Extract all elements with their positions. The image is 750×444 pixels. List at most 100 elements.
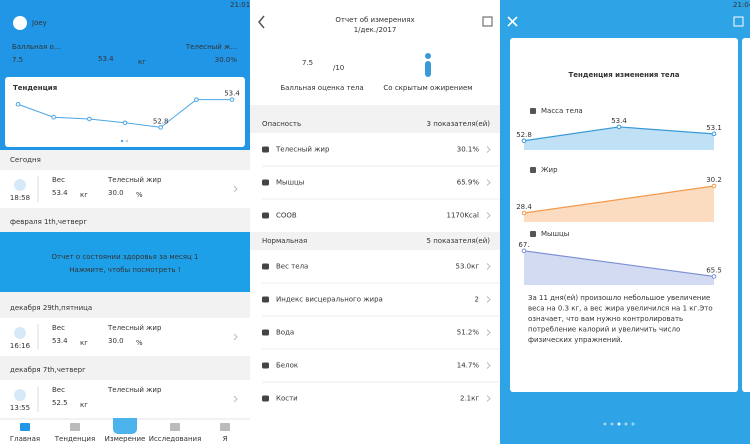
- summary-line: физических упражнений.: [528, 336, 623, 344]
- point-label: 52.8: [516, 131, 532, 139]
- chart-name: Мышцы: [541, 230, 569, 238]
- avatar[interactable]: [13, 16, 27, 30]
- chevron[interactable]: [486, 263, 491, 270]
- report-date: 1/дек./2017: [354, 26, 397, 34]
- metric-label: Индекс висцерального жира: [276, 296, 383, 304]
- weight-unit: кг: [138, 58, 146, 66]
- record-row[interactable]: [0, 170, 250, 208]
- chart-icon: [530, 108, 536, 114]
- status-time: 21:01: [230, 1, 250, 9]
- summary-line: означает, что вам нужно контролировать: [528, 315, 683, 323]
- banner-title: Отчет о состоянии здоровья за месяц 1: [52, 253, 199, 261]
- chevron[interactable]: [486, 146, 491, 153]
- date-header: Сегодня: [10, 156, 41, 164]
- page-dots: [603, 422, 635, 426]
- point-label: 65.5: [706, 266, 722, 274]
- metric-value: 2: [475, 296, 479, 304]
- chart-name: Масса тела: [541, 107, 583, 115]
- trend-card[interactable]: [5, 77, 245, 147]
- group-count: 3 показателя(ей): [427, 120, 491, 128]
- status-time: 21:04: [733, 1, 750, 9]
- chevron[interactable]: [233, 333, 238, 341]
- group-header-bg: [250, 232, 500, 250]
- share-button[interactable]: [482, 16, 493, 27]
- nav-icon[interactable]: [70, 423, 80, 431]
- record-icon: [14, 179, 26, 191]
- card-title: Тенденция изменения тела: [569, 71, 680, 79]
- nav-icon[interactable]: [20, 423, 30, 431]
- unit: %: [136, 339, 143, 347]
- report-banner[interactable]: [0, 232, 250, 292]
- weight: 53.4: [52, 337, 68, 345]
- score: 7.5: [302, 59, 313, 67]
- chevron[interactable]: [486, 362, 491, 369]
- chart-point: [711, 183, 717, 189]
- nav-label: Главная: [10, 435, 40, 443]
- summary-value: 7.5: [12, 56, 23, 64]
- nav-icon[interactable]: [220, 423, 230, 431]
- trend-point: [194, 97, 199, 102]
- point-label: 67.: [518, 241, 529, 249]
- metric-label: Вода: [276, 329, 294, 337]
- chart-point: [711, 131, 717, 137]
- chevron[interactable]: [486, 395, 491, 402]
- card-title: Тенденция: [13, 84, 57, 92]
- nav-icon[interactable]: [170, 423, 180, 431]
- next-card: [742, 38, 750, 392]
- metric-value: 65.9%: [457, 179, 480, 187]
- group-header-bg: [250, 115, 500, 133]
- weight-value: 53.4: [98, 55, 114, 63]
- point-label: 30.2: [706, 176, 722, 184]
- record-time: 16:16: [10, 342, 31, 350]
- date-header: февраля 1th,четверг: [10, 218, 87, 226]
- metric-value: 30.1%: [457, 146, 480, 154]
- chart-name: Жир: [541, 166, 558, 174]
- trend-label: 53.4: [224, 90, 240, 98]
- field-label: Вес: [52, 386, 65, 394]
- page-dot: [125, 139, 129, 143]
- record-row[interactable]: [0, 318, 250, 356]
- field-label: Телесный жир: [107, 386, 162, 394]
- chevron[interactable]: [233, 395, 238, 403]
- metric-icon: [262, 329, 269, 336]
- chevron[interactable]: [486, 179, 491, 186]
- trend-point: [122, 120, 128, 126]
- record-row[interactable]: [0, 380, 250, 418]
- date-header: декабря 7th,четверг: [10, 366, 86, 374]
- chevron[interactable]: [486, 329, 491, 336]
- metric-label: Белок: [276, 362, 298, 370]
- summary-line: потребление калорий и увеличить число: [528, 326, 680, 334]
- unit: кг: [80, 191, 88, 199]
- field-label: Вес: [52, 324, 65, 332]
- metric-icon: [262, 362, 269, 369]
- chevron[interactable]: [486, 296, 491, 303]
- metric-label: Вес тела: [276, 263, 308, 271]
- metric-icon: [262, 296, 269, 303]
- chart-point: [521, 138, 527, 144]
- chart-point: [616, 124, 622, 130]
- group-count: 5 показателя(ей): [427, 237, 491, 245]
- metric-icon: [262, 263, 269, 270]
- body-type: Со скрытым ожирением: [383, 84, 472, 92]
- trend-point: [229, 97, 235, 102]
- chevron[interactable]: [486, 212, 491, 219]
- trend-point: [15, 101, 21, 107]
- back-button[interactable]: [258, 15, 265, 29]
- field-label: Телесный жир: [107, 324, 162, 332]
- trend-point: [51, 114, 56, 120]
- unit: кг: [80, 339, 88, 347]
- chart-point: [711, 274, 717, 279]
- record-time: 18:58: [10, 194, 30, 202]
- record-time: 13:55: [10, 404, 30, 412]
- metric-value: 51.2%: [457, 329, 480, 337]
- chart-area: [524, 250, 714, 285]
- chevron[interactable]: [233, 185, 238, 193]
- chart-icon: [530, 167, 536, 173]
- share-button[interactable]: [733, 16, 744, 27]
- point-label: 53.4: [611, 117, 627, 125]
- close-button[interactable]: [507, 16, 518, 27]
- screen2-bg: [250, 0, 500, 444]
- metric-label: Телесный жир: [275, 146, 330, 154]
- score-max: /10: [333, 64, 344, 72]
